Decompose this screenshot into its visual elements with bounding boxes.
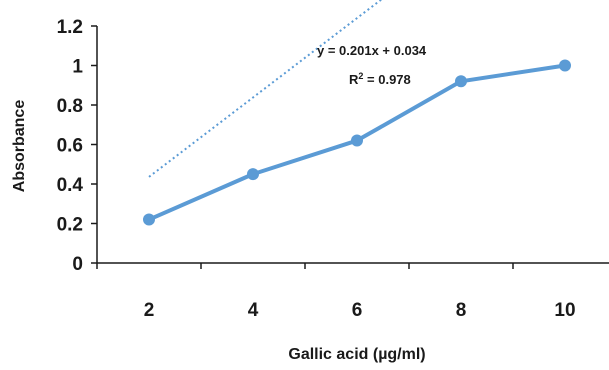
- data-point: [247, 168, 259, 181]
- y-axis-ticks: 0 0.2 0.4 0.6 0.8 1 1.2: [57, 17, 97, 275]
- r-squared-label: R2 = 0.978: [349, 71, 411, 87]
- y-axis-title: Absorbance: [11, 100, 28, 193]
- series-group: [143, 59, 571, 226]
- r-squared-prefix: R: [349, 72, 359, 87]
- x-tick-label: 6: [352, 300, 363, 321]
- r-squared-superscript: 2: [358, 71, 363, 81]
- y-tick-label: 0.6: [57, 136, 83, 157]
- y-tick-label: 1.2: [57, 17, 83, 38]
- trendline-equation: y = 0.201x + 0.034: [317, 43, 427, 58]
- x-axis-title: Gallic acid (µg/ml): [288, 346, 425, 363]
- r-squared-value: = 0.978: [363, 72, 410, 87]
- y-tick-label: 1: [72, 57, 83, 78]
- x-tick-label: 2: [144, 300, 155, 321]
- data-point: [559, 59, 571, 72]
- x-axis-ticks: 2 4 6 8 10: [96, 263, 576, 321]
- data-point: [455, 75, 467, 88]
- x-tick-label: 10: [554, 300, 575, 321]
- x-tick-label: 8: [456, 300, 467, 321]
- y-tick-label: 0.2: [57, 215, 83, 236]
- trendline-group: [148, 0, 383, 178]
- data-point: [143, 213, 155, 226]
- linear-trendline: [148, 0, 383, 178]
- y-tick-label: 0: [72, 254, 83, 275]
- y-tick-label: 0.8: [57, 96, 83, 117]
- y-tick-label: 0.4: [57, 175, 84, 196]
- axes: 0 0.2 0.4 0.6 0.8 1 1.2 2 4 6 8 10: [57, 17, 609, 321]
- data-point: [351, 134, 363, 147]
- x-tick-label: 4: [248, 300, 259, 321]
